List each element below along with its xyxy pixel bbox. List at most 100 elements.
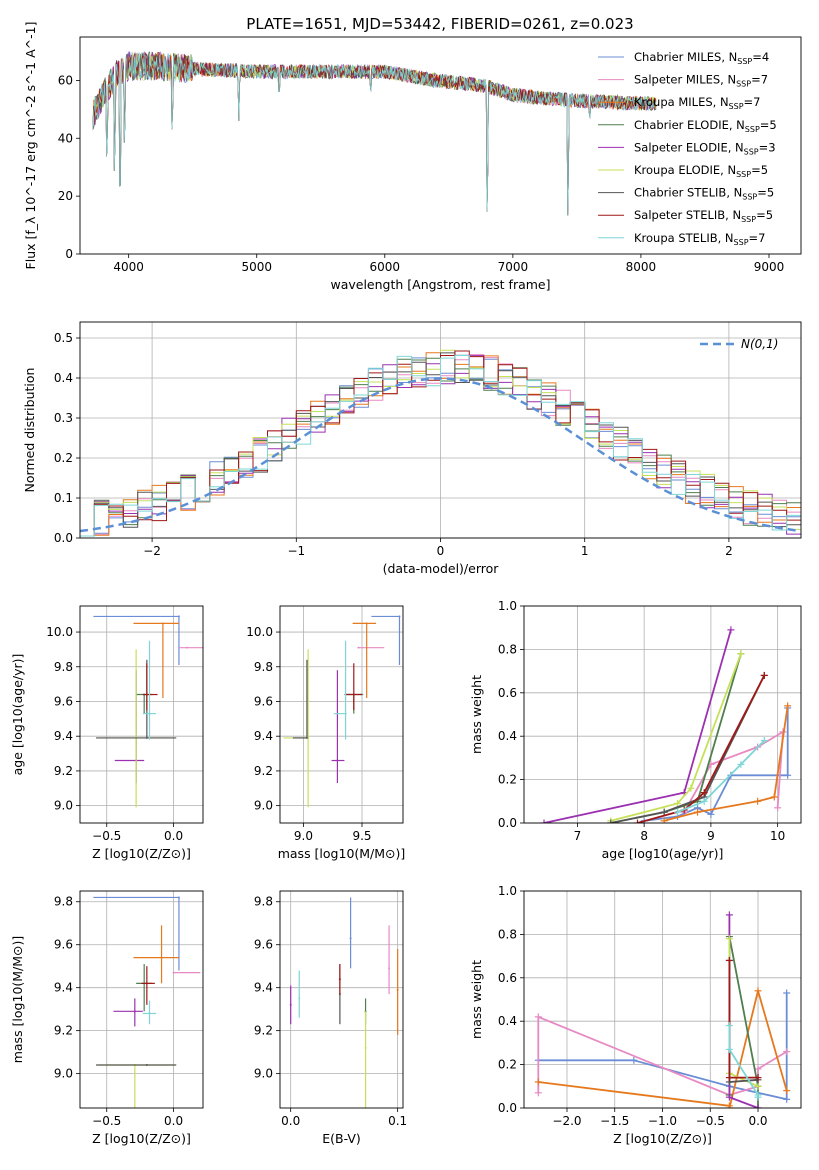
x-tick-label: 1 — [581, 544, 589, 558]
y-tick-label: 9.6 — [54, 694, 73, 708]
data-point — [357, 646, 360, 649]
spectrum-panel: 4000 5000 6000 7000 8000 9000 0 20 40 60 wavelengt… — [23, 22, 802, 292]
spectrum-line — [92, 52, 657, 216]
legend-label: Kroupa MILES, NSSP=7 — [634, 95, 760, 111]
weight-line — [537, 1015, 788, 1096]
x-tick-label: −1 — [287, 544, 305, 558]
data-point — [177, 615, 180, 618]
y-tick-label: 9.0 — [54, 799, 73, 813]
axes-frame — [279, 890, 404, 1109]
y-tick-label: 0 — [65, 247, 73, 261]
x-axis-label: Z [log10(Z/Z⊙)] — [613, 1131, 712, 1146]
axes-frame — [79, 36, 802, 255]
y-tick-label: 9.6 — [254, 694, 273, 708]
weight-vs-age-panel: 7 8 9 10 0.0 0.2 0.4 0.6 0.8 1.0 age [log10(age/yr… — [469, 599, 802, 861]
x-axis-label: (data-model)/error — [383, 561, 500, 576]
figure-title: PLATE=1651, MJD=53442, FIBERID=0261, z=0… — [246, 15, 633, 33]
x-tick-label: 9.0 — [294, 829, 313, 843]
y-tick-label: 0.1 — [54, 491, 73, 505]
normal-curve — [80, 377, 801, 533]
data-point — [161, 622, 164, 625]
y-tick-label: 0.0 — [498, 816, 517, 830]
x-axis-label: age [log10(age/yr)] — [602, 846, 724, 861]
y-tick-label: 9.4 — [54, 729, 73, 743]
y-tick-label: 0.8 — [498, 927, 517, 941]
y-tick-label: 0.3 — [54, 411, 73, 425]
mass-vs-metallicity-panel: −0.5 0.0 9.0 9.2 9.4 9.6 9.8 Z [log10(Z/Z⊙)] mas… — [10, 890, 204, 1146]
data-point — [160, 956, 163, 959]
data-point — [185, 646, 188, 649]
x-axis-label: Z [log10(Z/Z⊙)] — [92, 846, 191, 861]
y-tick-label: 0.6 — [498, 971, 517, 985]
legend-label: Kroupa ELODIE, NSSP=5 — [634, 163, 768, 179]
y-tick-label: 60 — [58, 73, 73, 87]
axes-frame — [279, 605, 404, 824]
data-point — [145, 736, 148, 739]
residuals-histogram-panel: −2 −1 0 1 2 0.0 0.1 0.2 0.3 0.4 0.5 (data-model)/er… — [22, 321, 802, 576]
data-point — [388, 967, 391, 970]
y-tick-label: 9.6 — [254, 938, 273, 952]
data-point — [352, 693, 355, 696]
x-tick-label: −0.5 — [92, 1114, 121, 1128]
y-tick-label: 0.5 — [54, 331, 73, 345]
x-tick-label: −0.5 — [696, 1114, 725, 1128]
weight-line — [610, 653, 742, 823]
y-tick-label: 0.6 — [498, 686, 517, 700]
data-point — [145, 1064, 148, 1067]
x-axis-label: mass [log10(M/M⊙)] — [278, 846, 406, 861]
x-tick-label: 10 — [770, 829, 785, 843]
data-point — [289, 1003, 292, 1006]
y-tick-label: 10.0 — [246, 625, 273, 639]
weight-vs-metallicity-panel: −2.0 −1.5 −1.0 −0.5 0.0 0.0 0.2 0.4 0.6 0.8 1.0 Z [… — [469, 884, 802, 1146]
y-tick-label: 9.0 — [254, 1067, 273, 1081]
weight-line — [610, 675, 766, 823]
y-tick-label: 0.2 — [498, 773, 517, 787]
y-tick-label: 9.8 — [254, 660, 273, 674]
x-tick-label: 9000 — [754, 260, 785, 274]
data-point — [148, 1012, 151, 1015]
y-tick-label: 9.2 — [254, 1024, 273, 1038]
legend-label: Salpeter MILES, NSSP=7 — [634, 73, 768, 89]
x-tick-label: 4000 — [113, 260, 144, 274]
data-point — [349, 937, 352, 940]
y-axis-label: mass weight — [469, 960, 484, 1039]
weight-line — [643, 708, 789, 822]
x-tick-label: −1.5 — [600, 1114, 629, 1128]
x-tick-label: 0.0 — [281, 1114, 300, 1128]
y-axis-label: Normed distribution — [22, 368, 37, 493]
x-axis-label: Z [log10(Z/Z⊙)] — [92, 1131, 191, 1146]
y-axis-label: age [log10(age/yr)] — [10, 654, 25, 776]
x-tick-label: −2 — [143, 544, 161, 558]
data-point — [148, 712, 151, 715]
weight-line — [610, 653, 742, 822]
y-tick-label: 9.8 — [54, 660, 73, 674]
y-tick-label: 20 — [58, 189, 73, 203]
legend-label: Salpeter STELIB, NSSP=5 — [634, 208, 773, 224]
x-tick-label: 7000 — [498, 260, 529, 274]
data-point — [398, 615, 401, 618]
axes-frame — [523, 890, 802, 1109]
y-tick-label: 9.8 — [254, 895, 273, 909]
x-tick-label: 9.5 — [352, 829, 371, 843]
y-tick-label: 0.4 — [498, 729, 517, 743]
y-tick-label: 9.2 — [254, 764, 273, 778]
y-tick-label: 9.2 — [54, 1024, 73, 1038]
data-point — [338, 978, 341, 981]
age-vs-metallicity-panel: −0.5 0.0 9.0 9.2 9.4 9.6 9.8 10.0 Z [log10(Z/Z⊙)… — [10, 605, 204, 861]
legend-label: Chabrier ELODIE, NSSP=5 — [634, 118, 777, 134]
y-tick-label: 9.4 — [254, 729, 273, 743]
legend-label: Chabrier STELIB, NSSP=5 — [634, 186, 774, 202]
x-tick-label: 0.0 — [748, 1114, 767, 1128]
axes-frame — [79, 321, 802, 539]
y-tick-label: 0.4 — [498, 1014, 517, 1028]
x-tick-label: −2.0 — [552, 1114, 581, 1128]
x-tick-label: 0.0 — [164, 1114, 183, 1128]
x-tick-label: 0 — [437, 544, 445, 558]
x-tick-label: 7 — [574, 829, 582, 843]
data-point — [145, 982, 148, 985]
y-axis-label: mass [log10(M/M⊙)] — [10, 936, 25, 1064]
y-tick-label: 1.0 — [498, 884, 517, 898]
data-point — [133, 1010, 136, 1013]
data-point — [145, 693, 148, 696]
